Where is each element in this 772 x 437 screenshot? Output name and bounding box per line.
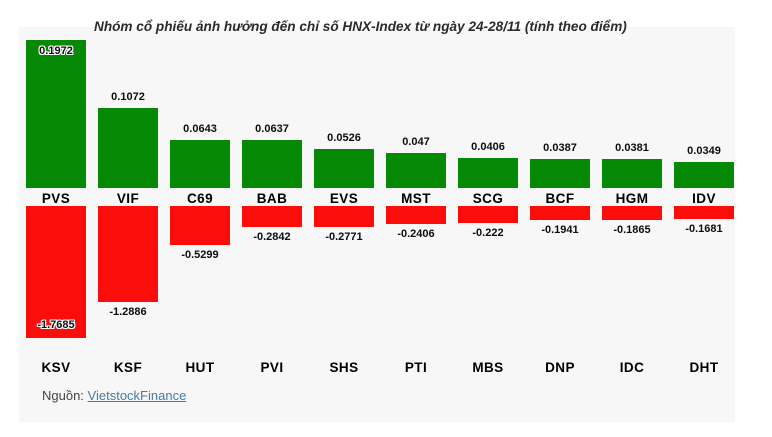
negative-bar [530, 206, 590, 220]
positive-bar [386, 153, 446, 188]
ticker-label-positive: C69 [187, 191, 213, 206]
negative-value-label: -0.222 [472, 227, 504, 239]
negative-value-label: -0.2406 [397, 228, 435, 240]
ticker-label-positive: PVS [41, 191, 71, 206]
positive-value-label: 0.0637 [255, 123, 289, 135]
positive-value-label: 0.047 [402, 136, 430, 148]
negative-bar [26, 206, 86, 338]
ticker-label-positive: IDV [692, 191, 716, 206]
positive-bar [530, 159, 590, 188]
positive-value-label: 0.1072 [111, 91, 145, 103]
ticker-label-negative: IDC [619, 360, 645, 375]
source-label: Nguồn: [42, 388, 84, 403]
negative-bar [458, 206, 518, 223]
chart-title: Nhóm cổ phiếu ảnh hưởng đến chỉ số HNX-I… [94, 19, 627, 34]
positive-bar [602, 159, 662, 188]
positive-value-label: 0.0406 [471, 141, 505, 153]
ticker-label-negative: KSF [113, 360, 143, 375]
positive-bar [242, 140, 302, 188]
ticker-label-positive: MST [401, 191, 431, 206]
positive-value-label: 0.1972 [39, 45, 73, 57]
negative-value-label: -0.1865 [613, 224, 651, 236]
negative-value-label: -1.7685 [37, 319, 75, 331]
ticker-label-negative: PTI [404, 360, 428, 375]
positive-bar [458, 158, 518, 188]
positive-value-label: 0.0349 [687, 145, 721, 157]
negative-value-label: -0.1681 [685, 223, 723, 235]
source-link[interactable]: VietstockFinance [87, 388, 187, 403]
negative-value-label: -0.5299 [181, 249, 219, 261]
ticker-label-negative: MBS [472, 360, 504, 375]
positive-bar [314, 149, 374, 188]
ticker-label-positive: SCG [472, 191, 504, 206]
source-line: Nguồn: VietstockFinance [42, 388, 186, 403]
negative-value-label: -0.2771 [325, 231, 363, 243]
ticker-label-positive: BCF [545, 191, 575, 206]
ticker-label-negative: DNP [545, 360, 575, 375]
positive-value-label: 0.0381 [615, 142, 649, 154]
ticker-label-positive: EVS [329, 191, 359, 206]
negative-bar [386, 206, 446, 224]
positive-bar [98, 108, 158, 188]
negative-bar [170, 206, 230, 245]
ticker-label-positive: VIF [116, 191, 140, 206]
negative-value-label: -0.1941 [541, 224, 579, 236]
ticker-label-positive: BAB [256, 191, 288, 206]
positive-value-label: 0.0526 [327, 132, 361, 144]
ticker-label-negative: HUT [185, 360, 215, 375]
ticker-label-positive: HGM [615, 191, 649, 206]
negative-bar [674, 206, 734, 219]
positive-value-label: 0.0387 [543, 142, 577, 154]
positive-bar [674, 162, 734, 188]
positive-bar [26, 40, 86, 188]
negative-bar [314, 206, 374, 227]
ticker-label-negative: DHT [689, 360, 719, 375]
negative-value-label: -0.2842 [253, 231, 291, 243]
ticker-label-negative: PVI [260, 360, 284, 375]
negative-bar [602, 206, 662, 220]
positive-value-label: 0.0643 [183, 123, 217, 135]
negative-value-label: -1.2886 [109, 306, 147, 318]
ticker-label-negative: KSV [41, 360, 71, 375]
negative-bar [242, 206, 302, 227]
ticker-label-negative: SHS [329, 360, 359, 375]
negative-bar [98, 206, 158, 302]
positive-bar [170, 140, 230, 188]
